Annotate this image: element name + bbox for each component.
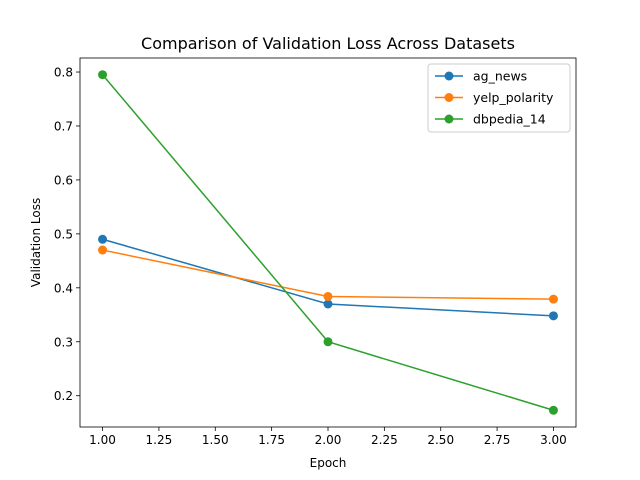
y-tick-label: 0.5 bbox=[54, 227, 73, 241]
plot-frame bbox=[79, 57, 577, 428]
x-tick-label: 2.00 bbox=[315, 433, 342, 447]
x-tick-label: 2.50 bbox=[427, 433, 454, 447]
y-axis: 0.2 0.3 0.4 0.5 0.6 0.7 0.8 bbox=[54, 66, 80, 403]
x-tick-label: 1.75 bbox=[258, 433, 285, 447]
data-point bbox=[548, 294, 558, 304]
series-ag_news bbox=[98, 234, 558, 321]
legend-box bbox=[427, 63, 571, 133]
data-point bbox=[98, 70, 108, 80]
x-tick-label: 2.25 bbox=[371, 433, 398, 447]
data-point bbox=[548, 405, 558, 415]
x-axis-label: Epoch bbox=[310, 456, 347, 470]
series-yelp_polarity bbox=[98, 245, 558, 304]
y-tick-label: 0.4 bbox=[54, 281, 73, 295]
y-tick-label: 0.6 bbox=[54, 173, 73, 187]
x-axis: 1.00 1.25 1.50 1.75 2.00 2.25 2.50 2.75 3.00 bbox=[89, 427, 567, 447]
data-point bbox=[548, 311, 558, 321]
x-tick-label: 1.00 bbox=[89, 433, 116, 447]
series-layer bbox=[98, 70, 558, 415]
legend-swatch-marker bbox=[444, 114, 454, 124]
legend-swatch-marker bbox=[444, 71, 454, 81]
y-tick-label: 0.3 bbox=[54, 335, 73, 349]
legend-swatch-marker bbox=[444, 93, 454, 102]
legend-label: yelp_polarity bbox=[473, 90, 554, 105]
legend: ag_news yelp_polarity dbpedia_14 bbox=[427, 63, 571, 133]
data-point bbox=[98, 234, 108, 244]
legend-item: ag_news bbox=[435, 69, 527, 84]
legend-label: ag_news bbox=[473, 69, 527, 84]
legend-item: dbpedia_14 bbox=[435, 112, 546, 127]
y-tick-label: 0.2 bbox=[54, 389, 73, 403]
y-tick-label: 0.7 bbox=[54, 119, 73, 133]
series-dbpedia_14 bbox=[98, 70, 558, 415]
legend-label: dbpedia_14 bbox=[473, 112, 546, 127]
data-point bbox=[323, 291, 333, 301]
y-tick-label: 0.8 bbox=[54, 66, 73, 80]
x-tick-label: 3.00 bbox=[540, 433, 567, 447]
x-tick-label: 2.75 bbox=[484, 433, 511, 447]
data-point bbox=[98, 245, 108, 255]
data-point bbox=[323, 337, 333, 347]
y-axis-label: Validation Loss bbox=[29, 198, 43, 287]
data-point bbox=[323, 299, 333, 309]
x-tick-label: 1.50 bbox=[202, 433, 229, 447]
x-tick-label: 1.25 bbox=[146, 433, 173, 447]
legend-item: yelp_polarity bbox=[435, 90, 554, 105]
chart-title: Comparison of Validation Loss Across Dat… bbox=[141, 34, 515, 53]
